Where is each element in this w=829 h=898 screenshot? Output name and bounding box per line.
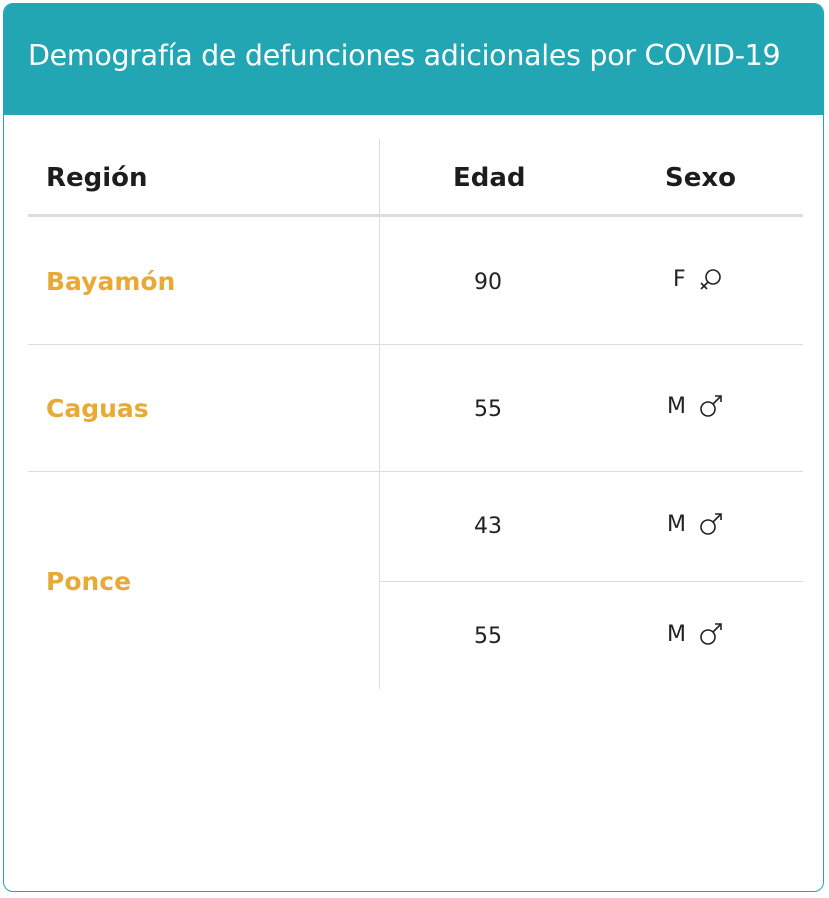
edad-cell: 55: [474, 397, 502, 422]
male-icon: [698, 511, 724, 537]
sexo-cell: F: [673, 266, 724, 292]
card-title: Demografía de defunciones adicionales po…: [28, 39, 781, 72]
edad-cell: 90: [474, 270, 502, 295]
card-header: Demografía de defunciones adicionales po…: [4, 4, 823, 115]
demographics-table: Región Edad Sexo Bayamón 90 F Caguas 55 …: [28, 139, 803, 689]
sexo-value: M: [667, 511, 686, 537]
row-divider: [28, 344, 803, 345]
column-header-edad: Edad: [453, 163, 526, 193]
male-icon: [698, 393, 724, 419]
header-divider: [28, 214, 803, 217]
row-divider: [28, 471, 803, 472]
edad-cell: 43: [474, 514, 502, 539]
sub-row-divider: [379, 581, 803, 582]
female-icon: [698, 266, 724, 292]
edad-cell: 55: [474, 624, 502, 649]
sexo-cell: M: [667, 393, 724, 419]
sexo-cell: M: [667, 621, 724, 647]
region-label: Ponce: [46, 567, 132, 596]
sexo-cell: M: [667, 511, 724, 537]
male-icon: [698, 621, 724, 647]
column-header-sexo: Sexo: [665, 163, 736, 193]
sexo-value: M: [667, 393, 686, 419]
region-label: Caguas: [46, 394, 149, 423]
column-header-region: Región: [46, 163, 148, 193]
region-label: Bayamón: [46, 267, 176, 296]
sexo-value: F: [673, 266, 686, 292]
card: Demografía de defunciones adicionales po…: [3, 3, 824, 892]
sexo-value: M: [667, 621, 686, 647]
column-divider: [379, 139, 380, 689]
